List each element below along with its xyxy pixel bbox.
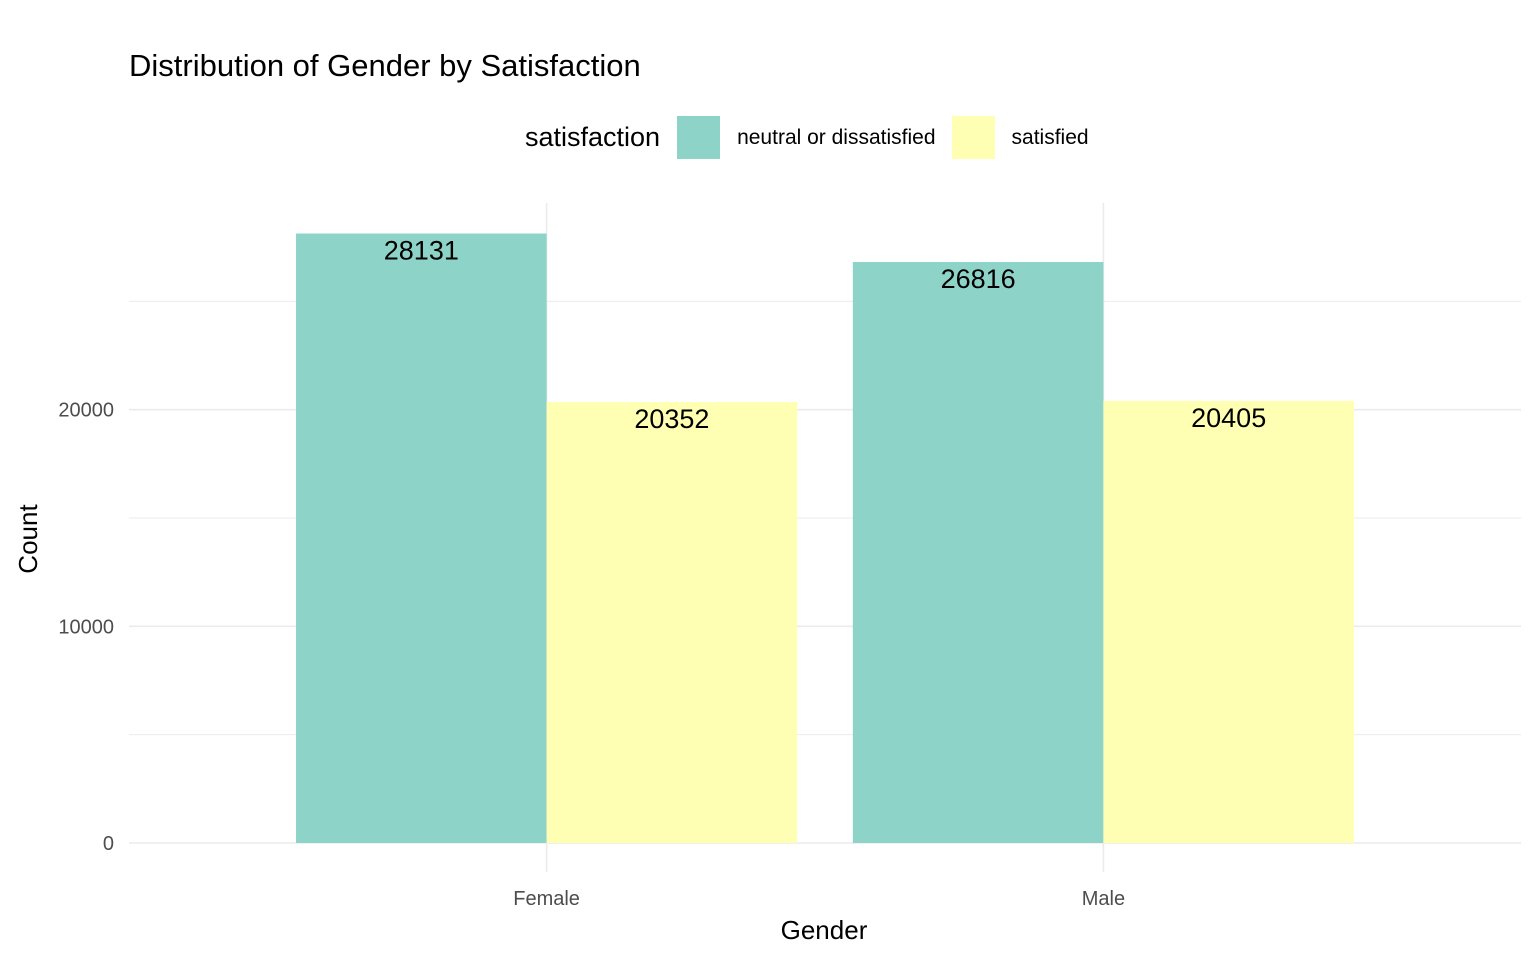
bar-label-female-neutral-or-dissatisfied: 28131	[384, 236, 459, 266]
bar-male-satisfied	[1103, 400, 1354, 843]
y-tick-label: 0	[103, 833, 114, 855]
legend-title: satisfaction	[525, 122, 661, 152]
bar-female-neutral-or-dissatisfied	[296, 233, 547, 844]
chart-title: Distribution of Gender by Satisfaction	[129, 48, 641, 83]
legend-label-neutral-or-dissatisfied: neutral or dissatisfied	[737, 125, 936, 149]
y-tick-label: 10000	[58, 616, 114, 638]
bar-label-male-satisfied: 20405	[1191, 403, 1266, 433]
legend-key-satisfied	[951, 116, 995, 159]
y-tick-label: 20000	[58, 400, 114, 422]
legend-label-satisfied: satisfied	[1011, 125, 1089, 149]
bar-female-satisfied	[546, 402, 798, 843]
axes: 0 10000 20000 Female Male	[58, 400, 1125, 910]
bar-male-neutral-or-dissatisfied	[852, 262, 1104, 843]
legend-key-neutral-or-dissatisfied	[677, 116, 721, 159]
x-tick-label-female: Female	[513, 888, 580, 910]
legend: satisfaction neutral or dissatisfied sat…	[525, 116, 1105, 159]
bar-label-male-neutral-or-dissatisfied: 26816	[941, 264, 1016, 294]
bar-labels: 28131 20352 26816 20405	[384, 236, 1266, 435]
bar-label-female-satisfied: 20352	[634, 404, 709, 434]
y-axis-title: Count	[13, 504, 43, 574]
bars	[296, 233, 1354, 844]
x-axis-title: Gender	[781, 915, 868, 945]
x-tick-label-male: Male	[1082, 888, 1125, 910]
